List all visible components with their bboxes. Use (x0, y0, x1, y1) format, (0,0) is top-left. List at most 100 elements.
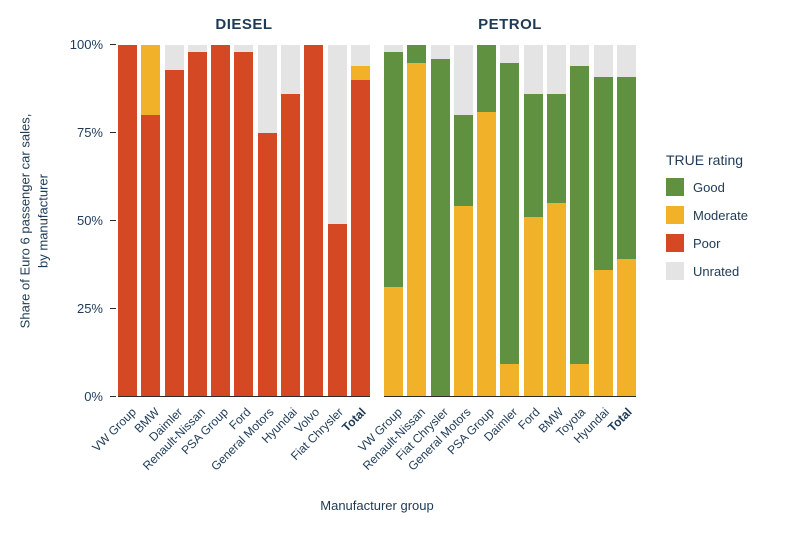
segment-unrated (547, 45, 567, 95)
bar-diesel-ford (234, 45, 254, 396)
y-tick-mark (110, 220, 116, 221)
legend-swatch-unrated (666, 262, 684, 280)
segment-moderate (141, 45, 161, 116)
segment-unrated (570, 45, 590, 67)
segment-moderate (570, 364, 590, 396)
plot-area-petrol (384, 45, 636, 397)
segment-good (477, 45, 497, 112)
bar-diesel-bmw (141, 45, 161, 396)
bar-petrol-vw-group (384, 45, 403, 396)
bar-petrol-psa-group (477, 45, 497, 396)
legend-swatch-moderate (666, 206, 684, 224)
bar-petrol-fiat-chrysler (430, 45, 450, 396)
bar-diesel-renault-nissan (187, 45, 207, 396)
segment-good (407, 45, 427, 63)
segment-good (570, 66, 590, 365)
panel-title-diesel: DIESEL (215, 16, 273, 33)
bar-diesel-vw-group (118, 45, 137, 396)
segment-poor (281, 94, 301, 396)
bar-petrol-general-motors (453, 45, 473, 396)
segment-moderate (453, 206, 473, 396)
segment-poor (257, 132, 277, 396)
segment-poor (211, 45, 231, 396)
segment-moderate (616, 259, 636, 396)
bar-diesel-psa-group (211, 45, 231, 396)
legend-swatch-poor (666, 234, 684, 252)
segment-moderate (500, 364, 520, 396)
segment-moderate (407, 62, 427, 396)
segment-good (616, 76, 636, 260)
segment-unrated (257, 45, 277, 133)
segment-moderate (593, 269, 613, 396)
segment-unrated (384, 45, 403, 53)
segment-good (453, 115, 473, 207)
legend-label-poor: Poor (693, 235, 721, 251)
legend-entry-unrated: Unrated (666, 262, 748, 280)
x-axis-title: Manufacturer group (320, 498, 434, 513)
segment-unrated (281, 45, 301, 95)
bar-petrol-toyota (570, 45, 590, 396)
segment-good (547, 94, 567, 203)
segment-good (500, 62, 520, 365)
y-tick-label-25: 25% (76, 301, 103, 316)
segment-good (593, 76, 613, 270)
legend-entry-moderate: Moderate (666, 206, 748, 224)
segment-moderate (350, 66, 370, 81)
y-tick-label-0: 0% (84, 389, 103, 404)
segment-poor (350, 80, 370, 396)
segment-poor (187, 52, 207, 396)
bar-petrol-bmw (547, 45, 567, 396)
segment-poor (234, 52, 254, 396)
legend: TRUE rating Good Moderate Poor Unrated (666, 152, 748, 290)
x-tick-labels-diesel: VW Group BMW Daimler Renault-Nissan PSA Grou… (90, 397, 370, 492)
panel-petrol: VW Group Renault-Nissan Fiat Chrysler Gener… (356, 45, 636, 473)
y-tick-label-100: 100% (69, 37, 103, 52)
segment-unrated (616, 45, 636, 77)
bar-petrol-total (616, 45, 636, 396)
segment-poor (327, 224, 347, 396)
bar-petrol-daimler (500, 45, 520, 396)
segment-poor (304, 45, 324, 396)
segment-good (384, 52, 403, 288)
y-tick-mark (110, 44, 116, 45)
segment-poor (141, 115, 161, 396)
legend-title: TRUE rating (666, 152, 744, 168)
bar-petrol-hyundai (593, 45, 613, 396)
bar-diesel-general-motors (257, 45, 277, 396)
bar-diesel-hyundai (281, 45, 301, 396)
legend-entry-poor: Poor (666, 234, 748, 252)
segment-moderate (477, 111, 497, 396)
bar-diesel-fiat-chrysler (327, 45, 347, 396)
legend-entry-good: Good (666, 178, 748, 196)
segment-unrated (430, 45, 450, 60)
x-tick-labels-petrol: VW Group Renault-Nissan Fiat Chrysler Gener… (356, 397, 636, 492)
y-tick-mark (110, 132, 116, 133)
bar-petrol-renault-nissan (407, 45, 427, 396)
segment-poor (164, 69, 184, 396)
y-tick-label-50: 50% (76, 213, 103, 228)
segment-unrated (187, 45, 207, 53)
x-tick-label-total: Total (604, 405, 635, 435)
segment-moderate (547, 202, 567, 396)
segment-unrated (523, 45, 543, 95)
segment-unrated (164, 45, 184, 70)
bar-diesel-volvo (304, 45, 324, 396)
y-axis: 0% 25% 50% 75% 100% (0, 37, 117, 404)
x-tick-label-total: Total (338, 405, 369, 435)
segment-unrated (234, 45, 254, 53)
panel-diesel: VW Group BMW Daimler Renault-Nissan PSA Grou… (90, 45, 370, 473)
bar-diesel-daimler (164, 45, 184, 396)
segment-good (523, 94, 543, 217)
x-tick-label-vw-group: VW Group (89, 405, 140, 455)
legend-label-moderate: Moderate (693, 207, 748, 223)
segment-good (430, 59, 450, 396)
y-tick-mark (110, 308, 116, 309)
panel-title-petrol: PETROL (478, 16, 542, 33)
bar-petrol-ford (523, 45, 543, 396)
segment-moderate (384, 287, 403, 396)
plot-area-diesel (118, 45, 370, 397)
segment-unrated (500, 45, 520, 63)
legend-label-unrated: Unrated (693, 263, 740, 279)
segment-unrated (453, 45, 473, 116)
